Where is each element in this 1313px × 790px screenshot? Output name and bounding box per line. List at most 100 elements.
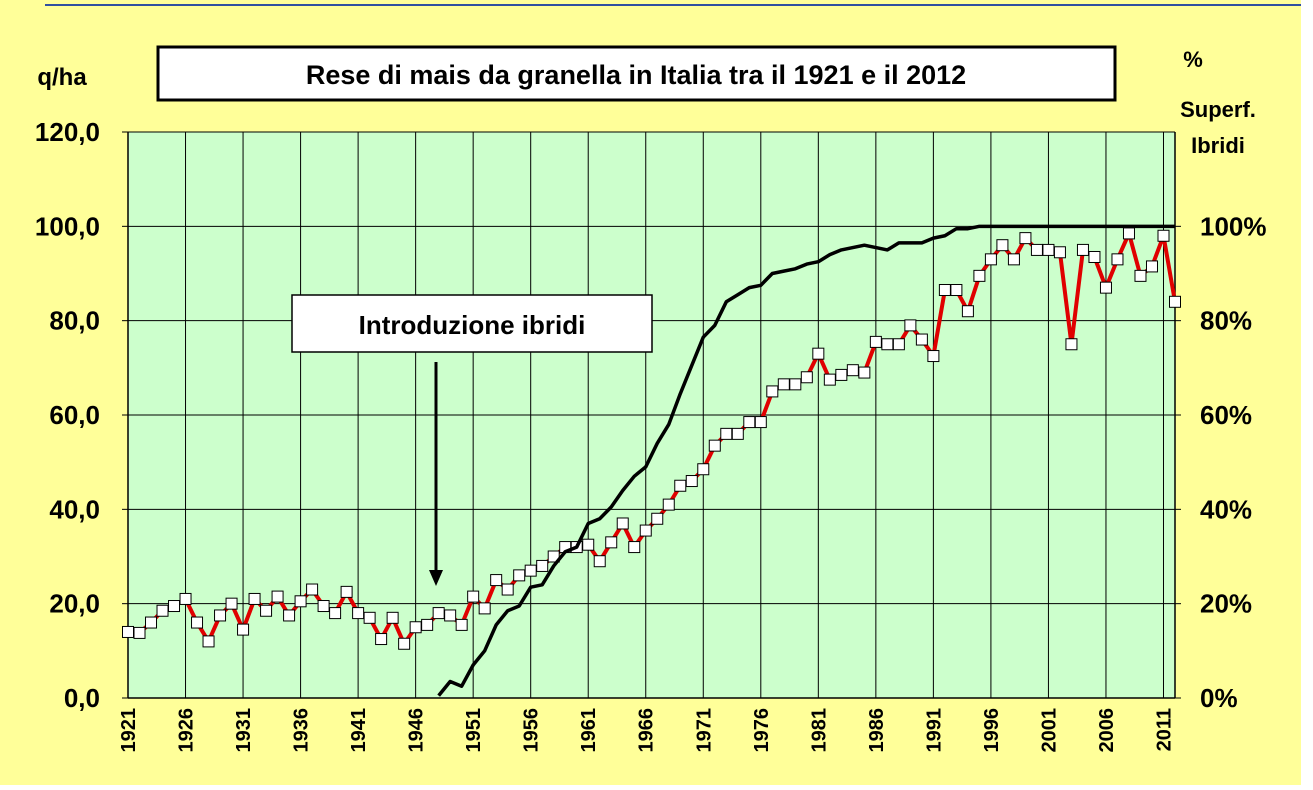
data-point xyxy=(1122,227,1135,240)
data-point xyxy=(1007,253,1020,266)
data-point xyxy=(421,618,434,631)
data-point xyxy=(846,364,859,377)
data-point xyxy=(375,633,388,646)
data-point xyxy=(881,338,894,351)
series-line xyxy=(437,224,1175,697)
data-point xyxy=(892,338,905,351)
x-tick-label: 1936 xyxy=(291,708,313,753)
data-point xyxy=(294,595,307,608)
data-point xyxy=(973,269,986,282)
data-point xyxy=(950,284,963,297)
data-point xyxy=(386,611,399,624)
data-point xyxy=(478,602,491,615)
data-point xyxy=(858,366,871,379)
title-box xyxy=(156,45,1117,102)
data-point xyxy=(536,559,549,572)
data-point xyxy=(122,625,134,638)
data-point xyxy=(490,574,503,587)
data-point xyxy=(432,607,445,620)
data-point xyxy=(191,616,204,629)
y2-tick-label: 100% xyxy=(1200,211,1267,241)
data-point xyxy=(869,335,882,348)
data-point xyxy=(317,600,330,613)
data-point xyxy=(639,524,652,537)
y-axis-label: q/ha xyxy=(37,64,87,91)
data-point xyxy=(1042,243,1055,256)
x-tick-label: 2011 xyxy=(1153,708,1175,751)
data-point xyxy=(329,607,342,620)
data-point xyxy=(501,583,514,596)
data-point xyxy=(708,439,721,452)
data-point xyxy=(823,373,836,386)
y2-axis-label: % xyxy=(1183,47,1203,72)
y2-tick-label: 60% xyxy=(1200,400,1252,430)
data-point xyxy=(306,583,319,596)
data-point xyxy=(766,385,779,398)
data-point xyxy=(1169,295,1181,308)
data-point xyxy=(1099,281,1112,294)
x-tick-label: 1946 xyxy=(406,708,428,753)
data-point xyxy=(214,609,227,622)
data-point xyxy=(915,333,928,346)
data-point xyxy=(225,597,238,610)
data-point xyxy=(674,479,687,492)
data-point xyxy=(237,623,250,636)
data-point xyxy=(616,517,629,530)
data-point xyxy=(1019,232,1032,245)
data-point xyxy=(835,368,848,381)
data-point xyxy=(731,427,744,440)
y-tick-label: 80,0 xyxy=(49,306,100,336)
data-point xyxy=(409,621,422,634)
arrow-head xyxy=(429,570,443,586)
y-tick-label: 20,0 xyxy=(49,589,100,619)
data-point xyxy=(524,564,537,577)
y2-tick-label: 0% xyxy=(1200,683,1238,713)
data-point xyxy=(1088,250,1101,263)
data-point xyxy=(938,284,951,297)
x-tick-label: 1956 xyxy=(521,708,543,753)
data-point xyxy=(720,427,733,440)
x-tick-label: 1991 xyxy=(923,708,945,753)
x-tick-label: 2001 xyxy=(1038,708,1060,753)
data-point xyxy=(1053,246,1066,259)
x-tick-label: 1981 xyxy=(808,708,830,753)
x-tick-label: 1996 xyxy=(981,708,1003,753)
data-point xyxy=(202,635,215,648)
data-point xyxy=(352,607,365,620)
data-point xyxy=(743,416,756,429)
x-tick-label: 1971 xyxy=(693,708,715,753)
y-tick-label: 100,0 xyxy=(35,211,100,241)
data-point xyxy=(1076,243,1089,256)
data-point xyxy=(754,416,767,429)
x-tick-label: 1926 xyxy=(176,708,198,753)
x-tick-label: 1966 xyxy=(636,708,658,753)
data-point xyxy=(593,555,606,568)
x-tick-label: 1941 xyxy=(348,708,370,753)
data-point xyxy=(812,347,825,360)
x-tick-label: 1921 xyxy=(118,708,140,753)
right-strip xyxy=(1301,0,1313,785)
data-point xyxy=(260,604,273,617)
data-point xyxy=(662,498,675,511)
data-point xyxy=(904,319,917,332)
data-point xyxy=(961,305,974,318)
y2-axis-label: Superf. xyxy=(1180,97,1256,122)
chart-title: Rese di mais da granella in Italia tra i… xyxy=(306,60,966,90)
data-point xyxy=(398,637,411,650)
data-point xyxy=(271,590,284,603)
data-point xyxy=(513,569,526,582)
data-point xyxy=(1030,243,1043,256)
data-point xyxy=(444,609,457,622)
data-point xyxy=(927,350,940,363)
x-tick-label: 2006 xyxy=(1096,708,1118,753)
annotation-box xyxy=(291,294,653,353)
x-tick-label: 1951 xyxy=(463,708,485,753)
data-point xyxy=(283,609,296,622)
data-point xyxy=(651,512,664,525)
y2-axis-label: Ibridi xyxy=(1191,133,1245,158)
data-point xyxy=(340,585,353,598)
y-tick-label: 120,0 xyxy=(35,117,100,147)
y-tick-label: 60,0 xyxy=(49,400,100,430)
